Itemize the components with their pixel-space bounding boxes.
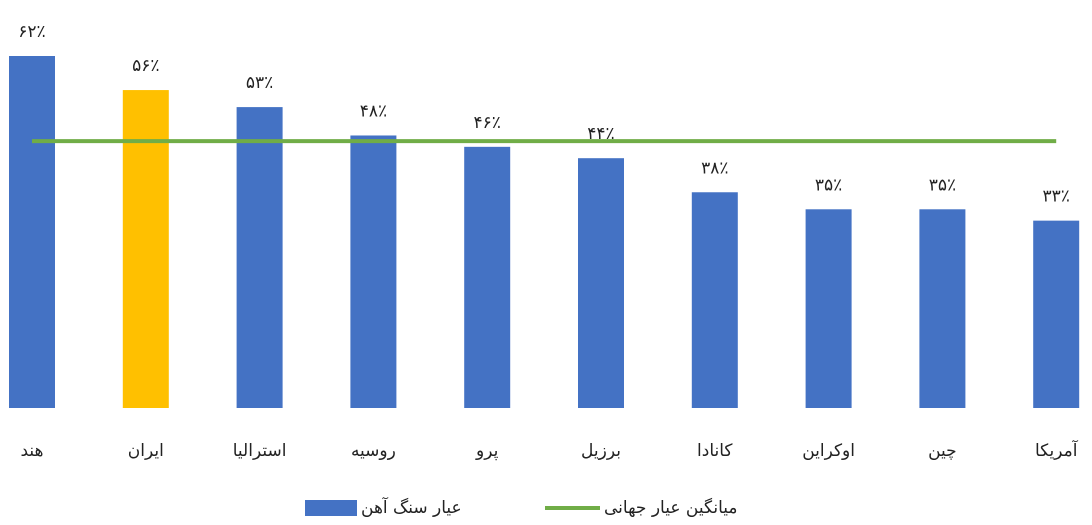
x-tick-label: هند <box>20 441 43 461</box>
legend-label: عیار سنگ آهن <box>361 496 462 518</box>
bar <box>236 107 283 408</box>
data-label: ۵۶٪ <box>132 56 159 76</box>
bar <box>1033 220 1080 408</box>
data-label: ۵۳٪ <box>246 73 273 93</box>
x-tick-label: کانادا <box>697 441 733 461</box>
x-tick-label: روسیه <box>351 441 396 461</box>
x-tick-label: پرو <box>475 441 499 461</box>
data-label: ۴۶٪ <box>473 113 500 133</box>
x-tick-label: چین <box>928 441 957 461</box>
bar <box>9 56 55 408</box>
x-tick-label: آمریکا <box>1035 439 1079 461</box>
bar <box>464 146 511 408</box>
legend-label: میانگین عیار جهانی <box>604 497 738 518</box>
legend-swatch <box>305 500 357 516</box>
bar <box>578 158 624 408</box>
data-label: ۳۵٪ <box>815 175 842 195</box>
x-tick-label: ایران <box>128 441 164 461</box>
bar <box>122 90 169 408</box>
bar <box>805 209 852 408</box>
bar <box>350 135 397 408</box>
x-tick-label: استرالیا <box>233 441 287 461</box>
data-label: ۶۲٪ <box>18 22 45 42</box>
data-label: ۳۳٪ <box>1042 187 1069 207</box>
x-tick-label: برزیل <box>581 441 621 461</box>
bar <box>919 209 966 408</box>
data-label: ۳۵٪ <box>929 175 956 195</box>
data-label: ۳۸٪ <box>701 158 728 178</box>
bar <box>691 192 738 408</box>
data-label: ۴۸٪ <box>360 101 387 121</box>
x-tick-label: اوکراین <box>802 441 855 461</box>
